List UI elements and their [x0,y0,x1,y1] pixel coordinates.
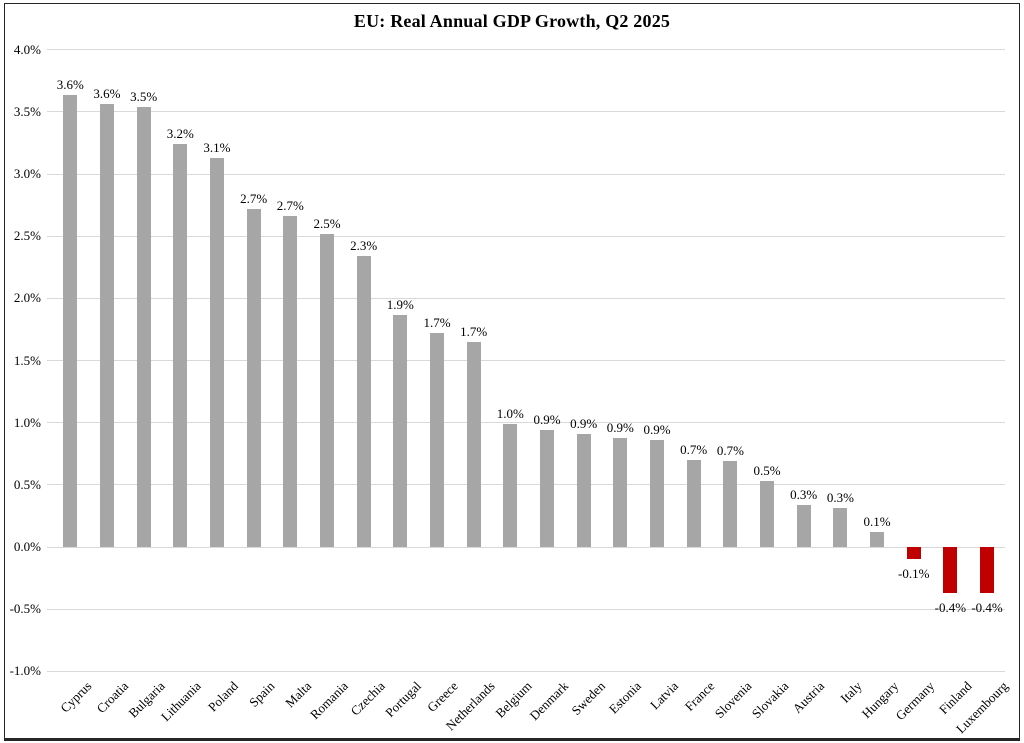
y-axis-tick-label: -1.0% [9,663,41,679]
bar-value-label: 2.3% [350,238,378,254]
gridline [47,670,1005,672]
bar-netherlands [466,341,481,547]
x-axis-category-label: Denmark [526,678,571,724]
bar-germany [906,547,921,560]
bar-france [686,459,701,547]
bar-value-label: 3.2% [166,126,194,142]
x-axis-category-label: Austria [789,678,828,716]
bar-value-label: 2.7% [276,198,304,214]
bar-value-label: 3.5% [130,88,158,104]
y-axis-tick-label: 3.5% [13,103,41,119]
bar-value-label: 2.7% [240,190,268,206]
bar-finland [943,547,958,593]
x-axis-category-label: Czechia [347,678,388,719]
bar-value-label: 0.9% [570,415,598,431]
bar-value-label: 1.7% [423,315,451,331]
x-axis-category-label: Slovenia [711,678,755,722]
bar-value-label: 0.9% [643,422,671,438]
bar-value-label: 0.3% [790,486,818,502]
bar-spain [246,208,261,547]
bar-cyprus [63,94,78,547]
x-axis-category-label: Malta [282,678,315,711]
bar-value-label: -0.4% [971,599,1003,615]
y-axis-tick-label: 0.0% [13,539,41,554]
bar-malta [283,216,298,547]
x-axis-category-label: Poland [204,678,241,715]
bar-denmark [540,430,554,547]
bar-value-label: 0.7% [680,441,708,457]
bar-value-label: 2.5% [313,215,341,231]
bar-luxembourg [980,547,995,593]
bar-value-label: 3.1% [203,139,231,155]
gridline [47,111,1005,113]
x-axis-category-label: Portugal [382,678,425,721]
y-axis-tick-label: 2.0% [13,290,41,306]
bar-value-label: 3.6% [93,86,121,102]
y-axis-tick-label: 1.0% [13,414,41,430]
bar-bulgaria [136,106,151,547]
x-axis-category-label: Estonia [606,678,645,717]
gridline [47,49,1005,51]
bar-hungary [870,532,885,547]
x-axis-category-label: Spain [246,678,278,710]
y-axis-tick-label: -0.5% [9,601,41,617]
gridline [47,484,1005,486]
y-axis-tick-label: 3.0% [13,166,41,182]
bar-croatia [99,104,114,547]
x-axis-category-label: Italy [836,678,865,706]
bar-value-label: 0.5% [753,463,781,479]
gridline [47,422,1005,424]
bar-value-label: -0.4% [934,599,967,615]
bar-romania [319,233,334,547]
bar-portugal [393,314,408,547]
bar-poland [209,157,224,547]
bar-czechia [356,256,371,547]
gridline [47,360,1005,362]
bar-greece [430,333,444,547]
x-axis-category-label: Latvia [646,678,681,713]
gridline [47,297,1005,299]
y-axis-tick-label: 1.5% [13,352,41,368]
bar-value-label: 0.1% [863,514,891,530]
gridline [47,235,1005,237]
y-axis-tick-label: 4.0% [13,41,41,57]
x-axis-category-label: Cyprus [57,678,95,716]
bar-austria [796,504,811,547]
bar-slovenia [723,461,738,547]
bar-value-label: 3.6% [56,76,84,92]
x-axis-category-label: Romania [307,678,351,723]
bar-belgium [503,423,518,547]
bar-sweden [576,433,591,547]
gridline [47,546,1005,548]
bar-estonia [613,437,628,547]
bar-lithuania [173,144,188,547]
bar-value-label: 1.9% [386,296,414,312]
bar-value-label: 0.3% [826,490,854,506]
bar-value-label: -0.1% [897,566,930,582]
bar-value-label: 0.9% [606,419,634,435]
y-axis-tick-label: 0.5% [13,476,41,492]
gridline [47,608,1005,610]
bar-value-label: 0.9% [533,412,561,428]
bar-latvia [650,440,665,547]
x-axis-category-label: Slovakia [748,678,791,722]
bar-value-label: 1.0% [496,405,524,421]
bar-italy [833,508,848,547]
x-axis-category-label: Germany [892,678,938,724]
bar-value-label: 1.7% [460,323,488,339]
y-axis-tick-label: 2.5% [13,228,41,244]
chart-title: EU: Real Annual GDP Growth, Q2 2025 [353,11,671,31]
gridline [47,173,1005,175]
bar-slovakia [760,481,775,547]
bar-value-label: 0.7% [716,443,744,459]
x-axis-category-label: Sweden [567,678,608,719]
